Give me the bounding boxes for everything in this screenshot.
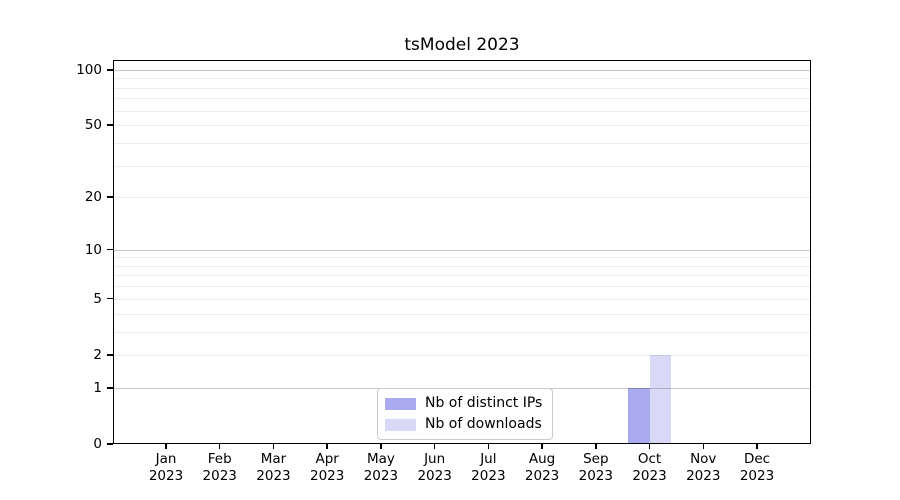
- bar-nb-of-distinct-ips: [628, 387, 650, 444]
- chart-title: tsModel 2023: [404, 35, 520, 55]
- x-tick-month: Jul: [480, 451, 497, 467]
- legend-label-downloads: Nb of downloads: [425, 416, 542, 432]
- x-tick-month: Nov: [690, 451, 717, 467]
- minor-gridline: [114, 331, 810, 333]
- legend-swatch-downloads-icon: [385, 418, 416, 431]
- x-tick-month: Sep: [583, 451, 609, 467]
- minor-gridline: [114, 78, 810, 80]
- minor-gridline: [114, 110, 810, 112]
- x-tick-label: Jan 2023: [134, 451, 198, 485]
- x-tick-year: 2023: [739, 468, 775, 484]
- x-tick-label: Sep 2023: [564, 451, 628, 485]
- y-tick-label: 0: [93, 436, 102, 452]
- x-tick-label: Jul 2023: [456, 451, 520, 485]
- y-tick-mark: [107, 248, 113, 251]
- y-tick-label: 20: [84, 189, 102, 206]
- y-tick-mark: [107, 297, 113, 300]
- x-tick-mark: [272, 444, 275, 449]
- x-tick-label: Mar 2023: [241, 451, 305, 485]
- legend-label-distinct-ips: Nb of distinct IPs: [425, 395, 543, 411]
- y-tick-mark: [107, 124, 113, 126]
- x-tick-month: Jan: [155, 451, 177, 467]
- x-tick-year: 2023: [578, 468, 613, 484]
- minor-gridline: [114, 257, 810, 259]
- x-tick-mark: [218, 444, 221, 449]
- x-tick-month: Mar: [260, 451, 287, 467]
- x-tick-year: 2023: [363, 468, 399, 484]
- x-tick-month: Jun: [424, 451, 446, 467]
- x-tick-mark: [380, 444, 382, 449]
- y-tick-mark: [107, 443, 113, 445]
- x-tick-mark: [648, 444, 651, 449]
- plot-area: [113, 60, 811, 444]
- minor-gridline: [114, 125, 810, 127]
- x-tick-year: 2023: [417, 468, 452, 484]
- y-tick-label: 100: [76, 61, 102, 78]
- minor-gridline: [114, 165, 810, 167]
- x-tick-year: 2023: [148, 468, 184, 484]
- x-tick-label: Dec 2023: [725, 451, 789, 485]
- x-tick-year: 2023: [309, 468, 345, 484]
- x-tick-month: May: [366, 451, 395, 467]
- x-tick-label: Feb 2023: [188, 451, 252, 485]
- legend-swatch-distinct-ips-icon: [385, 397, 416, 410]
- x-tick-label: Nov 2023: [671, 451, 735, 485]
- x-tick-year: 2023: [471, 468, 506, 484]
- x-tick-mark: [165, 444, 167, 449]
- minor-gridline: [114, 275, 810, 277]
- x-tick-mark: [433, 444, 436, 449]
- y-tick-mark: [107, 354, 113, 356]
- minor-gridline: [114, 98, 810, 100]
- y-tick-label: 50: [84, 117, 102, 134]
- x-tick-year: 2023: [256, 468, 291, 484]
- minor-gridline: [114, 265, 810, 267]
- legend-item-distinct-ips: Nb of distinct IPs: [385, 394, 542, 413]
- x-tick-mark: [326, 444, 328, 449]
- x-tick-label: Aug 2023: [510, 451, 574, 485]
- x-tick-mark: [487, 444, 490, 449]
- minor-gridline: [114, 142, 810, 144]
- minor-gridline: [114, 197, 810, 199]
- x-tick-month: Dec: [743, 451, 771, 467]
- x-tick-month: Oct: [637, 451, 662, 467]
- minor-gridline: [114, 354, 810, 356]
- x-tick-label: May 2023: [349, 451, 413, 485]
- x-tick-month: Feb: [207, 451, 232, 467]
- x-tick-year: 2023: [524, 468, 560, 484]
- y-tick-mark: [107, 69, 113, 71]
- x-tick-year: 2023: [632, 468, 667, 484]
- x-tick-mark: [702, 444, 705, 449]
- x-tick-label: Oct 2023: [618, 451, 682, 485]
- minor-gridline: [114, 286, 810, 288]
- x-tick-mark: [756, 444, 758, 449]
- y-tick-label: 1: [93, 379, 102, 396]
- x-tick-year: 2023: [202, 468, 237, 484]
- x-tick-month: Apr: [315, 451, 339, 467]
- x-tick-month: Aug: [528, 451, 556, 467]
- y-tick-label: 10: [84, 241, 102, 258]
- legend-item-downloads: Nb of downloads: [385, 415, 542, 434]
- major-gridline: [114, 69, 810, 71]
- y-tick-label: 5: [93, 290, 102, 307]
- minor-gridline: [114, 313, 810, 315]
- major-gridline: [114, 249, 810, 251]
- x-tick-mark: [595, 444, 597, 449]
- x-tick-label: Jun 2023: [403, 451, 467, 485]
- x-tick-mark: [541, 444, 543, 449]
- x-tick-year: 2023: [686, 468, 721, 484]
- y-tick-mark: [107, 387, 113, 389]
- y-tick-mark: [107, 196, 113, 198]
- x-tick-label: Apr 2023: [295, 451, 359, 485]
- bar-nb-of-downloads: [649, 354, 672, 444]
- minor-gridline: [114, 298, 810, 300]
- y-tick-label: 2: [93, 346, 102, 363]
- minor-gridline: [114, 87, 810, 89]
- legend: Nb of distinct IPs Nb of downloads: [377, 388, 554, 440]
